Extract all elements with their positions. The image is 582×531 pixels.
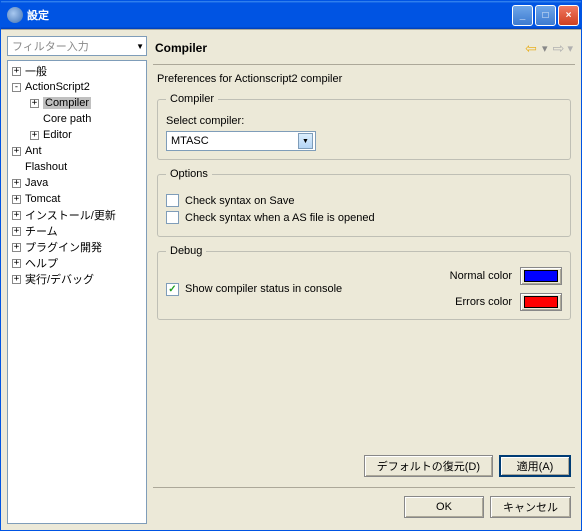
tree-item[interactable]: Core path xyxy=(10,111,144,127)
tree-item[interactable]: + チーム xyxy=(10,223,144,239)
compiler-selected-value: MTASC xyxy=(171,135,209,147)
expand-icon[interactable]: + xyxy=(12,195,21,204)
check-syntax-open-label: Check syntax when a AS file is opened xyxy=(185,212,375,224)
debug-legend: Debug xyxy=(166,245,206,257)
tree-item-label: プラグイン開発 xyxy=(25,239,102,255)
nav-sep: ▾ xyxy=(542,42,548,55)
check-syntax-save-checkbox[interactable] xyxy=(166,194,179,207)
tree-item[interactable]: + プラグイン開発 xyxy=(10,239,144,255)
filter-placeholder: フィルター入力 xyxy=(12,38,89,54)
preferences-tree[interactable]: + 一般-ActionScript2 + Compiler Core path + Edit… xyxy=(7,60,147,524)
compiler-select[interactable]: MTASC ▼ xyxy=(166,131,316,151)
tree-item-label: Flashout xyxy=(25,161,67,173)
check-syntax-open-checkbox[interactable] xyxy=(166,211,179,224)
tree-item-label: ヘルプ xyxy=(25,255,58,271)
tree-item[interactable]: + Editor xyxy=(10,127,144,143)
expand-icon[interactable]: + xyxy=(12,179,21,188)
tree-item[interactable]: + Compiler xyxy=(10,95,144,111)
show-console-checkbox[interactable]: ✓ xyxy=(166,283,179,296)
tree-item-label: チーム xyxy=(25,223,58,239)
options-legend: Options xyxy=(166,168,212,180)
page-subtitle: Preferences for Actionscript2 compiler xyxy=(157,73,571,85)
tree-item[interactable]: -ActionScript2 xyxy=(10,79,144,95)
restore-defaults-button[interactable]: デフォルトの復元(D) xyxy=(364,455,493,477)
expand-icon[interactable]: + xyxy=(12,243,21,252)
compiler-group: Compiler Select compiler: MTASC ▼ xyxy=(157,93,571,160)
normal-color-swatch xyxy=(524,270,558,282)
errors-color-label: Errors color xyxy=(455,296,512,308)
check-syntax-save-label: Check syntax on Save xyxy=(185,195,294,207)
sidebar: フィルター入力 ▼ + 一般-ActionScript2 + Compiler Core… xyxy=(7,36,147,524)
tree-item-label: Editor xyxy=(43,129,72,141)
ok-button[interactable]: OK xyxy=(404,496,484,518)
tree-item[interactable]: + 実行/デバッグ xyxy=(10,271,144,287)
expand-icon[interactable]: + xyxy=(12,227,21,236)
tree-item-label: 一般 xyxy=(25,63,47,79)
debug-group: Debug ✓ Show compiler status in console … xyxy=(157,245,571,320)
tree-item[interactable]: Flashout xyxy=(10,159,144,175)
close-button[interactable]: × xyxy=(558,5,579,26)
chevron-down-icon[interactable]: ▼ xyxy=(136,42,144,51)
content-header: Compiler ⇦ ▾ ⇨ ▾ xyxy=(153,36,575,65)
errors-color-button[interactable] xyxy=(520,293,562,311)
filter-input[interactable]: フィルター入力 ▼ xyxy=(7,36,147,56)
back-arrow-icon[interactable]: ⇦ xyxy=(522,40,540,56)
expand-icon[interactable]: + xyxy=(12,67,21,76)
tree-item-label: Java xyxy=(25,177,48,189)
tree-item[interactable]: + Ant xyxy=(10,143,144,159)
show-console-label: Show compiler status in console xyxy=(185,283,342,295)
expand-icon[interactable]: + xyxy=(12,275,21,284)
tree-item-label: 実行/デバッグ xyxy=(25,271,94,287)
minimize-button[interactable]: _ xyxy=(512,5,533,26)
preferences-window: 設定 _ □ × フィルター入力 ▼ + 一般-ActionScript2 + Com… xyxy=(0,0,582,531)
normal-color-label: Normal color xyxy=(450,270,512,282)
expand-icon[interactable]: + xyxy=(30,99,39,108)
chevron-down-icon[interactable]: ▼ xyxy=(298,133,313,149)
expand-icon[interactable]: + xyxy=(30,131,39,140)
tree-item[interactable]: + ヘルプ xyxy=(10,255,144,271)
tree-item-label: インストール/更新 xyxy=(25,207,116,223)
tree-item[interactable]: + Java xyxy=(10,175,144,191)
collapse-icon[interactable]: - xyxy=(12,83,21,92)
expand-icon[interactable]: + xyxy=(12,259,21,268)
tree-item-label: Core path xyxy=(43,113,91,125)
expand-icon[interactable]: + xyxy=(12,147,21,156)
nav-sep2: ▾ xyxy=(567,42,573,55)
options-group: Options Check syntax on Save Check synta… xyxy=(157,168,571,237)
apply-button[interactable]: 適用(A) xyxy=(499,455,571,477)
tree-item-label: Tomcat xyxy=(25,193,60,205)
window-title: 設定 xyxy=(27,7,512,23)
content-pane: Compiler ⇦ ▾ ⇨ ▾ Preferences for Actions… xyxy=(153,36,575,524)
tree-item[interactable]: + インストール/更新 xyxy=(10,207,144,223)
select-compiler-label: Select compiler: xyxy=(166,115,562,127)
tree-item[interactable]: + 一般 xyxy=(10,63,144,79)
tree-item-label: Compiler xyxy=(43,97,91,109)
page-title: Compiler xyxy=(155,41,522,55)
tree-item-label: ActionScript2 xyxy=(25,81,90,93)
normal-color-button[interactable] xyxy=(520,267,562,285)
cancel-button[interactable]: キャンセル xyxy=(490,496,571,518)
compiler-legend: Compiler xyxy=(166,93,218,105)
titlebar[interactable]: 設定 _ □ × xyxy=(1,1,581,29)
app-icon xyxy=(7,7,23,23)
tree-item[interactable]: + Tomcat xyxy=(10,191,144,207)
expand-icon[interactable]: + xyxy=(12,211,21,220)
maximize-button[interactable]: □ xyxy=(535,5,556,26)
errors-color-swatch xyxy=(524,296,558,308)
forward-arrow-icon: ⇨ xyxy=(549,40,567,56)
tree-item-label: Ant xyxy=(25,145,42,157)
